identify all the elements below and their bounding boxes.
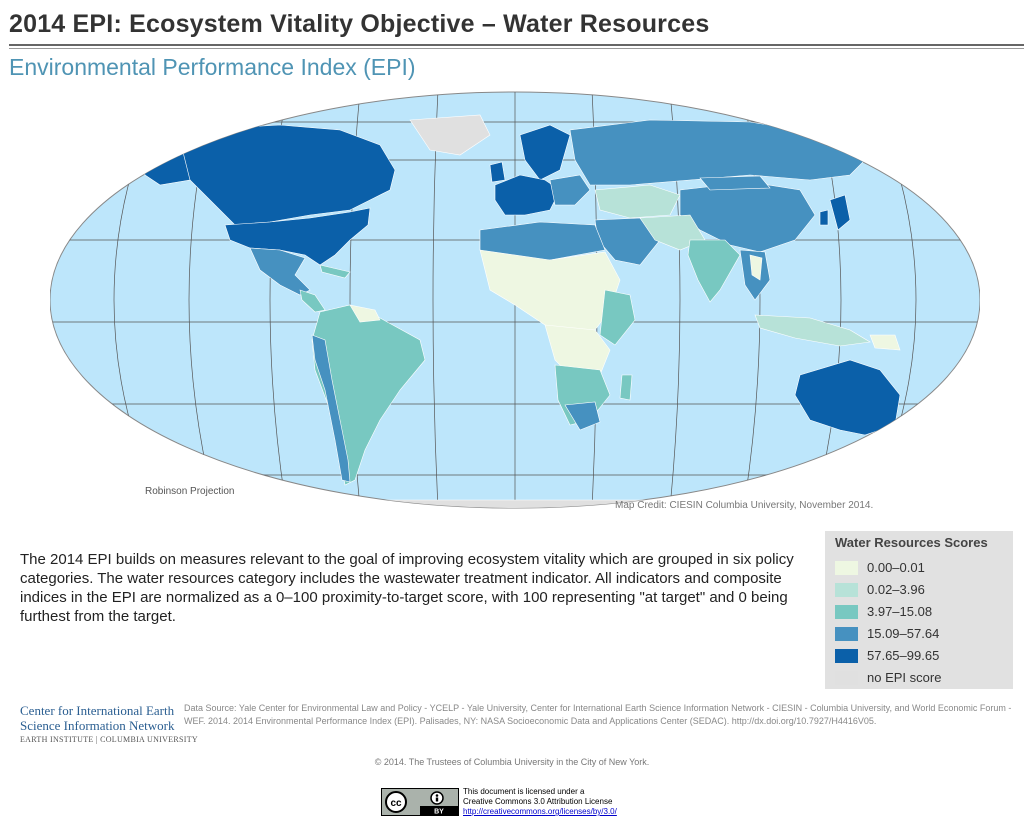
map-western-europe (494, 174, 561, 216)
map-east-africa (599, 289, 636, 346)
map-central-asia (594, 184, 681, 219)
map-papua (869, 334, 901, 351)
legend-label: 3.97–15.08 (867, 604, 933, 619)
legend-swatch (835, 560, 858, 575)
legend-title: Water Resources Scores (835, 535, 988, 550)
legend: Water Resources Scores 0.00–0.01 0.02–3.… (825, 531, 1013, 689)
legend-label: no EPI score (867, 670, 942, 685)
legend-swatch (835, 582, 858, 597)
legend-label: 0.02–3.96 (867, 582, 925, 597)
map-peru-chile (311, 334, 351, 483)
legend-label: 0.00–0.01 (867, 560, 925, 575)
world-map (50, 91, 980, 509)
data-source-citation: Data Source: Yale Center for Environment… (184, 703, 1012, 726)
legend-item: no EPI score (835, 668, 941, 687)
license-line1: This document is licensed under a (463, 787, 585, 796)
map-madagascar (619, 374, 633, 401)
ciesin-logo[interactable]: Center for International Earth Science I… (20, 703, 198, 744)
legend-label: 57.65–99.65 (867, 648, 940, 663)
legend-swatch (835, 604, 858, 619)
org-name-line2: Science Information Network (20, 718, 175, 733)
map-venezuela (349, 304, 381, 323)
map-new-zealand (899, 429, 936, 463)
description-text: The 2014 EPI builds on measures relevant… (20, 551, 794, 625)
legend-swatch (835, 670, 858, 685)
map-caribbean (319, 264, 351, 279)
page-title: 2014 EPI: Ecosystem Vitality Objective –… (9, 10, 710, 38)
creative-commons-badge[interactable]: cc BY (381, 788, 459, 816)
map-south-africa (564, 401, 601, 431)
legend-item: 57.65–99.65 (835, 646, 939, 665)
legend-label: 15.09–57.64 (867, 626, 940, 641)
legend-swatch (835, 648, 858, 663)
license-notice: This document is licensed under a Creati… (463, 787, 617, 817)
legend-item: 0.02–3.96 (835, 580, 925, 599)
title-rule-thin (9, 48, 1024, 49)
legend-swatch (835, 626, 858, 641)
page-subtitle: Environmental Performance Index (EPI) (9, 54, 416, 80)
map-projection-label: Robinson Projection (145, 486, 235, 497)
org-affiliation: EARTH INSTITUTE | COLUMBIA UNIVERSITY (20, 735, 198, 744)
legend-item: 0.00–0.01 (835, 558, 925, 577)
map-uk (489, 161, 506, 183)
map-thailand (749, 254, 763, 281)
map-scandinavia (519, 124, 571, 181)
map-korea (819, 209, 829, 226)
map-mongolia (699, 175, 771, 191)
by-label: BY (434, 809, 444, 816)
cc-icon (385, 791, 407, 813)
copyright-notice: © 2014. The Trustees of Columbia Univers… (374, 757, 650, 767)
license-line2: Creative Commons 3.0 Attribution License (463, 797, 613, 806)
map-credit: Map Credit: CIESIN Columbia University, … (615, 500, 874, 511)
map-indonesia (754, 314, 871, 347)
title-rule (9, 44, 1024, 46)
cc-label: cc (390, 798, 402, 809)
map-canada (179, 124, 396, 226)
map-eastern-europe (549, 174, 591, 206)
license-link[interactable]: http://creativecommons.org/licenses/by/3… (463, 807, 617, 816)
map-japan (829, 194, 851, 231)
org-name-line1: Center for International Earth (20, 703, 175, 718)
map-central-america (299, 289, 326, 313)
map-greenland (409, 114, 491, 156)
map-india (687, 239, 741, 303)
map-russia (569, 119, 871, 186)
legend-item: 3.97–15.08 (835, 602, 932, 621)
legend-item: 15.09–57.64 (835, 624, 939, 643)
map-mexico (249, 247, 311, 296)
